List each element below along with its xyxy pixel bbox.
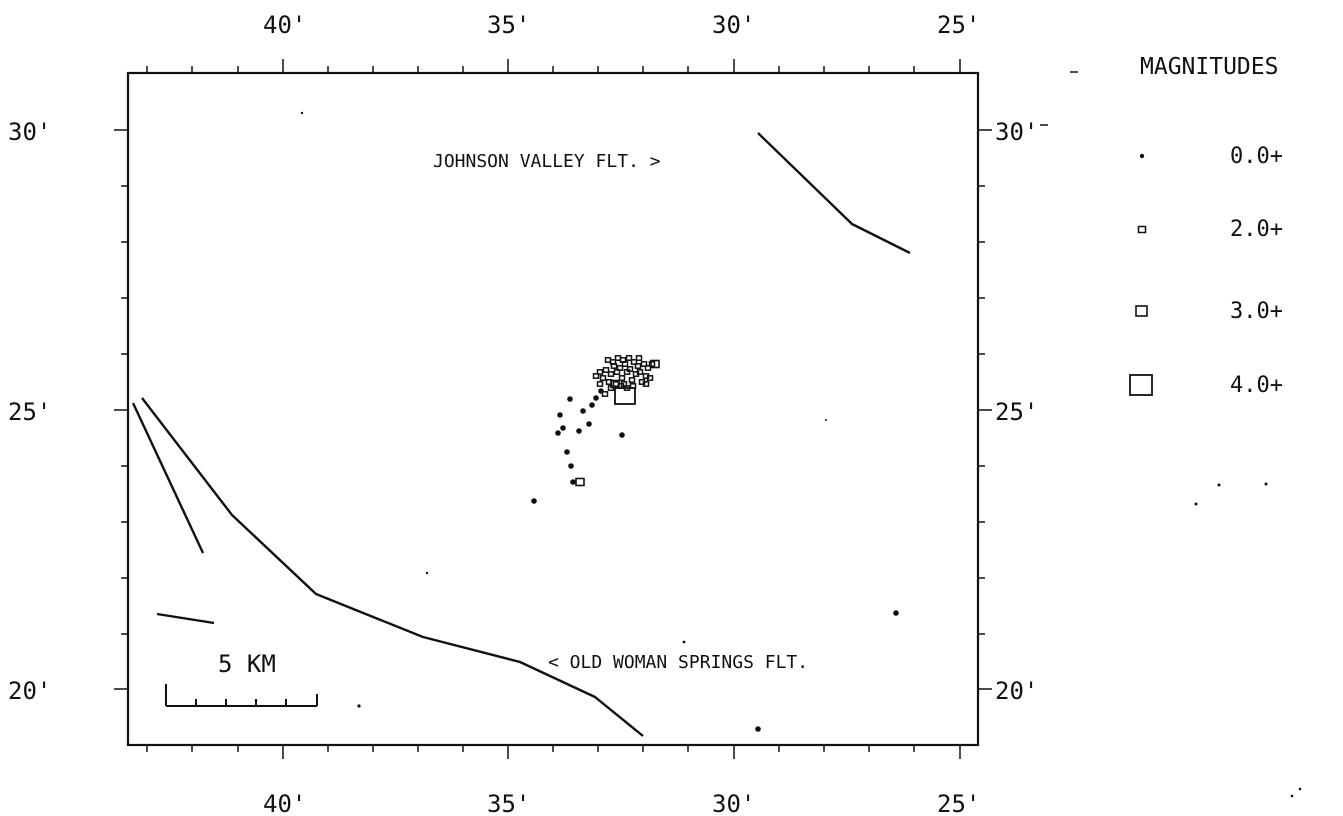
bottom-axis-label: 30' (712, 790, 755, 816)
legend-item-label: 2.0+ (1230, 217, 1283, 242)
epicenter-small-square (642, 381, 650, 387)
johnson-valley-fault-trace (757, 132, 911, 255)
epicenter-dot (564, 449, 570, 455)
legend-item-label: 0.0+ (1230, 144, 1283, 169)
epicenter-small-square (616, 365, 624, 371)
johnson-valley-fault-label: JOHNSON VALLEY FLT. > (433, 151, 661, 172)
epicenter-dot (531, 498, 537, 504)
top-axis-label: 25' (937, 11, 980, 39)
speck (425, 571, 429, 575)
epicenter-small-square (636, 369, 644, 375)
epicenter-small-square (619, 357, 627, 363)
right-axis-label: 30' (995, 118, 1038, 146)
scan-specks (300, 71, 1302, 798)
speck (825, 419, 827, 421)
speck (1290, 794, 1294, 798)
left-axis-label: 25' (8, 398, 51, 426)
epicenter-dot (893, 610, 899, 616)
top-axis-label: 30' (712, 11, 755, 39)
epicenter-small-square (635, 355, 643, 361)
epicenter-small-square (640, 361, 648, 367)
epicenter-dot (580, 408, 586, 414)
epicenter-dot (593, 395, 599, 401)
epicenter-small-square (648, 361, 656, 367)
axis-ticks (114, 59, 992, 759)
legend-item-label: 3.0+ (1230, 299, 1283, 324)
epicenter-dot (570, 479, 576, 485)
scale-bar-line (165, 684, 318, 707)
top-axis-labels: 40' 35' 30' 25' (263, 11, 980, 39)
top-axis-label: 35' (487, 11, 530, 39)
speck (1194, 502, 1198, 506)
left-axis-label: 30' (8, 118, 51, 146)
legend-title: MAGNITUDES (1140, 54, 1278, 80)
epicenter-small-square (599, 375, 607, 381)
epicenter-dot (568, 463, 574, 469)
epicenter-small-square (630, 359, 638, 365)
bottom-axis-label: 25' (937, 790, 980, 816)
speck (682, 640, 686, 644)
epicenter-large-square (614, 387, 636, 405)
speck (1264, 482, 1268, 486)
epicenter-small-square (620, 381, 628, 387)
legend-small-square-icon (1137, 225, 1147, 234)
epicenter-dot (576, 428, 582, 434)
speck (1298, 787, 1302, 791)
epicenter-small-square (626, 366, 634, 372)
epicenter-cluster (531, 355, 899, 732)
epicenter-dot (586, 421, 592, 427)
epicenter-dot (567, 396, 573, 402)
fault-traces (131, 132, 911, 737)
epicenter-small-square (592, 373, 600, 379)
speck (357, 704, 361, 708)
epicenter-small-square (618, 375, 626, 381)
epicenter-medium-square (650, 359, 660, 369)
epicenter-small-square (646, 375, 654, 381)
top-axis-label: 40' (263, 11, 306, 39)
epicenter-small-square (602, 367, 610, 373)
speck (300, 111, 304, 115)
legend-large-square-icon (1129, 374, 1153, 396)
epicenter-small-square (596, 369, 604, 375)
epicenter-dot (619, 432, 625, 438)
epicenter-dot (560, 425, 566, 431)
bottom-axis-label: 40' (263, 790, 306, 816)
western-fault-trace (131, 402, 205, 554)
legend-dot-icon (1139, 153, 1145, 159)
scale-bar-label: 5 KM (218, 650, 276, 678)
legend-item-label: 4.0+ (1230, 373, 1283, 398)
left-axis-labels: 30' 25' 20' (8, 118, 51, 705)
magnitude-legend: MAGNITUDES 0.0+ 2.0+ 3.0+ 4.0+ (1129, 54, 1283, 398)
scale-bar: 5 KM (165, 650, 318, 707)
epicenter-dot (557, 412, 563, 418)
legend-medium-square-icon (1135, 305, 1148, 317)
epicenter-dot (555, 430, 561, 436)
map-frame (126, 71, 980, 747)
short-fault-segment (156, 612, 215, 625)
epicenter-small-square (596, 381, 604, 387)
epicenter-small-square (628, 377, 636, 383)
old-woman-springs-fault-label: < OLD WOMAN SPRINGS FLT. (548, 652, 808, 673)
bottom-axis-label: 35' (487, 790, 530, 816)
epicenter-small-square (625, 355, 633, 361)
bottom-axis-labels: 40' 35' 30' 25' (263, 790, 980, 816)
speck (1217, 483, 1221, 487)
epicenter-small-square (604, 357, 612, 363)
right-axis-label: 25' (995, 398, 1038, 426)
epicenter-small-square (634, 363, 642, 369)
right-axis-label: 20' (995, 677, 1038, 705)
epicenter-dot (755, 726, 761, 732)
old-woman-springs-fault-trace (141, 397, 644, 737)
right-axis-labels: 30' 25' 20' (995, 118, 1038, 705)
epicenter-small-square (601, 391, 609, 397)
epicenter-dot (589, 402, 595, 408)
left-axis-label: 20' (8, 677, 51, 705)
epicenter-small-square (607, 371, 615, 377)
epicenter-medium-square (575, 477, 585, 487)
